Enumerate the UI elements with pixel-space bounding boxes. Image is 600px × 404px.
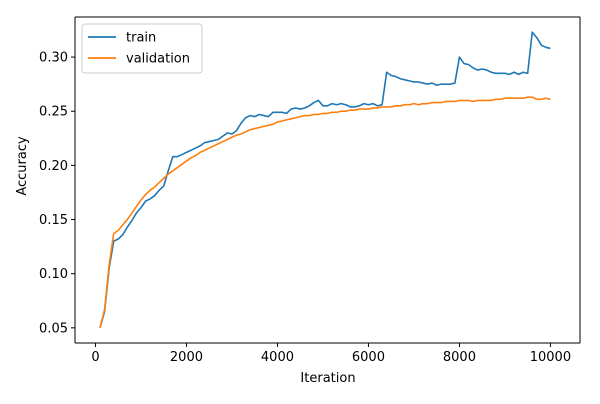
x-tick-label: 6000 (352, 350, 385, 365)
x-tick-label: 0 (91, 350, 99, 365)
y-tick-label: 0.15 (39, 213, 68, 228)
legend: train validation (81, 23, 203, 74)
y-tick-label: 0.05 (39, 321, 68, 336)
x-tick-label: 4000 (261, 350, 294, 365)
legend-label-validation: validation (126, 52, 190, 67)
y-axis-ticks: 0.05 0.10 0.15 0.20 0.25 0.30 (39, 51, 75, 336)
y-tick-label: 0.25 (39, 105, 68, 120)
series-line-train (99, 31, 551, 329)
x-axis-label: Iteration (300, 371, 355, 386)
x-axis-ticks: 0 2000 4000 6000 8000 10000 (91, 343, 571, 365)
y-axis-label: Accuracy (15, 136, 30, 196)
x-tick-label: 10000 (530, 350, 571, 365)
axes-frame (74, 16, 581, 344)
legend-label-train: train (126, 31, 156, 46)
series-line-validation (99, 96, 551, 329)
x-tick-label: 8000 (443, 350, 476, 365)
series-layer (99, 31, 551, 329)
y-tick-label: 0.10 (39, 267, 68, 282)
x-tick-label: 2000 (170, 350, 203, 365)
y-tick-label: 0.20 (39, 159, 68, 174)
y-tick-label: 0.30 (39, 51, 68, 66)
